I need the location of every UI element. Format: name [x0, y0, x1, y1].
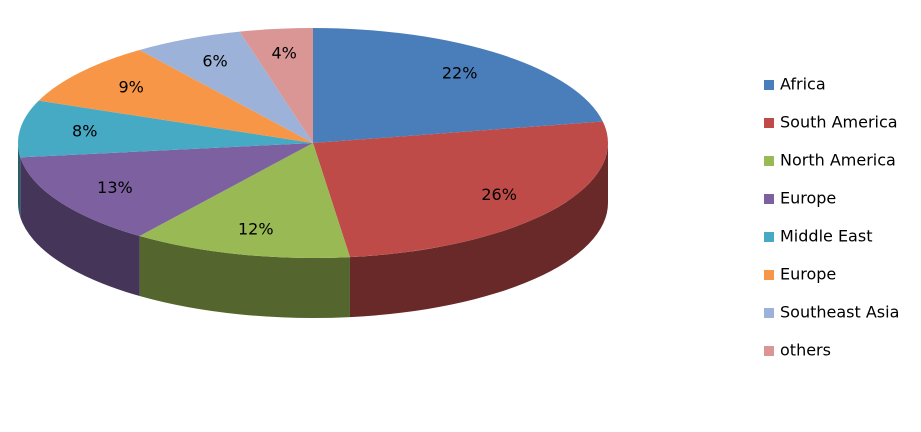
legend-label: Southeast Asia	[780, 303, 899, 322]
legend-swatch	[764, 118, 774, 128]
data-label: 12%	[238, 219, 274, 238]
data-label: 13%	[97, 178, 133, 197]
legend-label: others	[780, 341, 831, 360]
legend-swatch	[764, 156, 774, 166]
slice-side	[20, 157, 140, 297]
legend-label: North America	[780, 151, 896, 170]
slice-side	[139, 236, 350, 318]
legend-swatch	[764, 232, 774, 242]
data-label: 22%	[442, 63, 478, 82]
data-label: 8%	[72, 121, 97, 140]
legend-label: Middle East	[780, 227, 872, 246]
legend-swatch	[764, 308, 774, 318]
slice	[139, 31, 313, 143]
slice	[313, 28, 603, 143]
slice-side	[349, 143, 608, 318]
legend-label: South America	[780, 113, 898, 132]
data-label: 4%	[271, 44, 296, 63]
slice	[313, 121, 608, 258]
legend-swatch	[764, 270, 774, 280]
legend-label: Europe	[780, 189, 836, 208]
slice	[20, 143, 313, 237]
data-label: 6%	[202, 51, 227, 70]
data-label: 9%	[118, 78, 143, 97]
legend-label: Africa	[780, 75, 826, 94]
slice	[139, 143, 350, 258]
data-label: 26%	[481, 185, 517, 204]
slice	[239, 28, 313, 143]
legend-label: Europe	[780, 265, 836, 284]
legend-swatch	[764, 346, 774, 356]
slice	[38, 49, 313, 144]
slice-side	[18, 143, 21, 218]
legend-swatch	[764, 194, 774, 204]
legend-swatch	[764, 80, 774, 90]
slice	[17, 100, 313, 158]
